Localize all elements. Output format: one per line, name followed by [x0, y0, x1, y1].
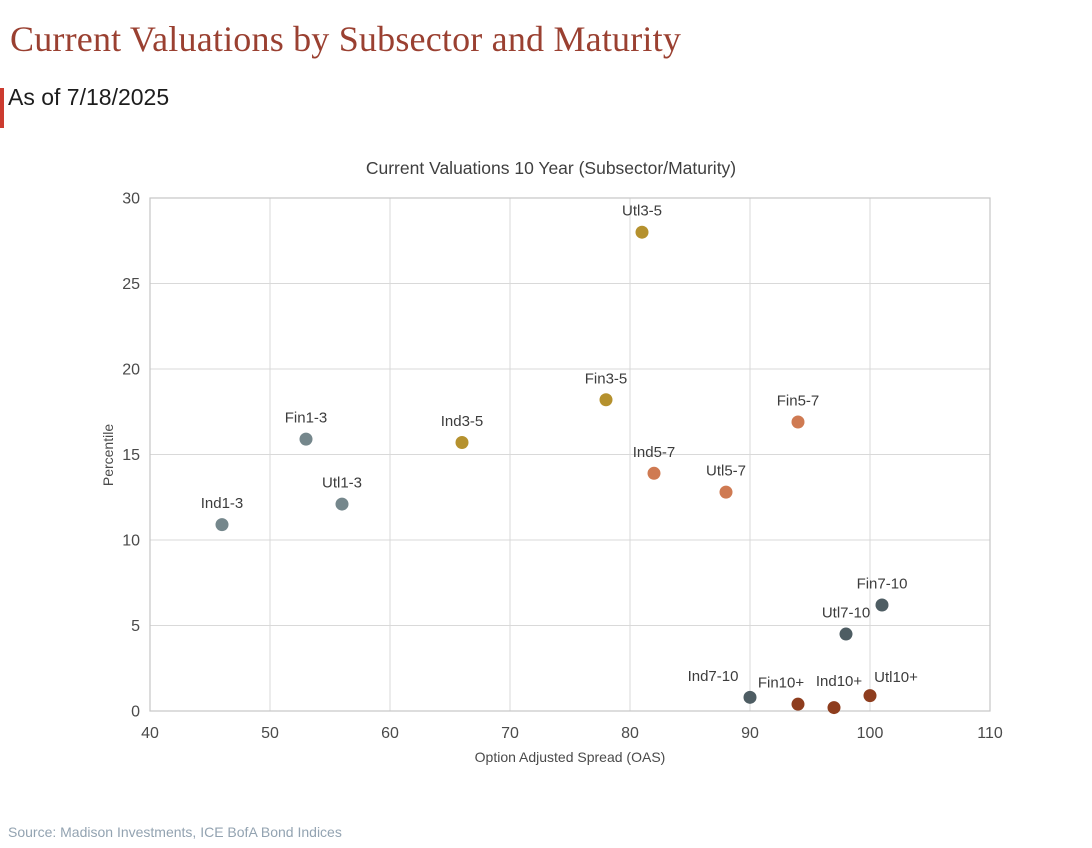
grid-layer [149, 197, 991, 712]
data-point-Ind5-7 [647, 466, 661, 480]
x-axis-title: Option Adjusted Spread (OAS) [475, 749, 666, 765]
point-label-Fin5-7: Fin5-7 [777, 393, 820, 410]
data-point-Fin5-7 [791, 415, 805, 429]
x-tick-label: 80 [621, 725, 639, 742]
data-point-Fin3-5 [599, 393, 613, 407]
x-tick-label: 50 [261, 725, 279, 742]
x-tick-label: 60 [381, 725, 399, 742]
x-tick-label: 100 [857, 725, 884, 742]
x-tick-label: 90 [741, 725, 759, 742]
data-point-Ind7-10 [743, 690, 757, 704]
point-label-Fin10+: Fin10+ [758, 675, 805, 692]
point-label-Utl7-10: Utl7-10 [822, 605, 870, 622]
data-point-Utl3-5 [635, 225, 649, 239]
y-tick-label: 25 [122, 276, 140, 293]
point-label-Ind1-3: Ind1-3 [201, 495, 244, 512]
point-label-Utl5-7: Utl5-7 [706, 463, 746, 480]
chart-title: Current Valuations 10 Year (Subsector/Ma… [366, 158, 736, 178]
point-label-Ind10+: Ind10+ [816, 673, 863, 690]
point-label-Fin3-5: Fin3-5 [585, 370, 628, 387]
y-tick-label: 5 [131, 618, 140, 635]
y-tick-label: 10 [122, 533, 140, 550]
x-tick-label: 70 [501, 725, 519, 742]
y-tick-label: 30 [122, 191, 140, 208]
point-label-Utl10+: Utl10+ [874, 669, 918, 686]
y-tick-label: 20 [122, 362, 140, 379]
data-point-Utl7-10 [839, 627, 853, 641]
plot-border [149, 197, 991, 712]
y-tick-label: 15 [122, 447, 140, 464]
data-point-Utl10+ [863, 689, 877, 703]
data-point-Utl1-3 [335, 497, 349, 511]
data-point-Ind3-5 [455, 436, 469, 450]
x-tick-label: 110 [977, 725, 1003, 742]
data-point-Ind10+ [827, 701, 841, 715]
data-point-Fin1-3 [299, 432, 313, 446]
point-layer: Ind1-3 Fin1-3 Utl1-3 Ind3-5 Fin3-5 Utl3-5 Ind5… [201, 203, 918, 715]
left-accent-bar [0, 88, 4, 128]
y-tick-label: 0 [131, 704, 140, 721]
data-point-Fin10+ [791, 697, 805, 711]
point-label-Fin7-10: Fin7-10 [857, 575, 908, 592]
point-label-Ind5-7: Ind5-7 [633, 444, 676, 461]
x-tick-label: 40 [141, 725, 159, 742]
point-label-Utl3-5: Utl3-5 [622, 203, 662, 220]
page-title: Current Valuations by Subsector and Matu… [10, 19, 682, 59]
as-of-date: As of 7/18/2025 [8, 84, 170, 110]
point-label-Ind3-5: Ind3-5 [441, 413, 484, 430]
point-label-Fin1-3: Fin1-3 [285, 410, 328, 427]
data-point-Fin7-10 [875, 598, 889, 612]
source-note: Source: Madison Investments, ICE BofA Bo… [8, 824, 342, 840]
point-label-Ind7-10: Ind7-10 [688, 668, 739, 685]
data-point-Ind1-3 [215, 518, 229, 532]
y-axis-title: Percentile [100, 424, 116, 486]
tick-layer: 40 50 60 70 80 90 100 110 0 5 10 15 20 25 30 [122, 191, 1003, 743]
data-point-Utl5-7 [719, 485, 733, 499]
point-label-Utl1-3: Utl1-3 [322, 475, 362, 492]
